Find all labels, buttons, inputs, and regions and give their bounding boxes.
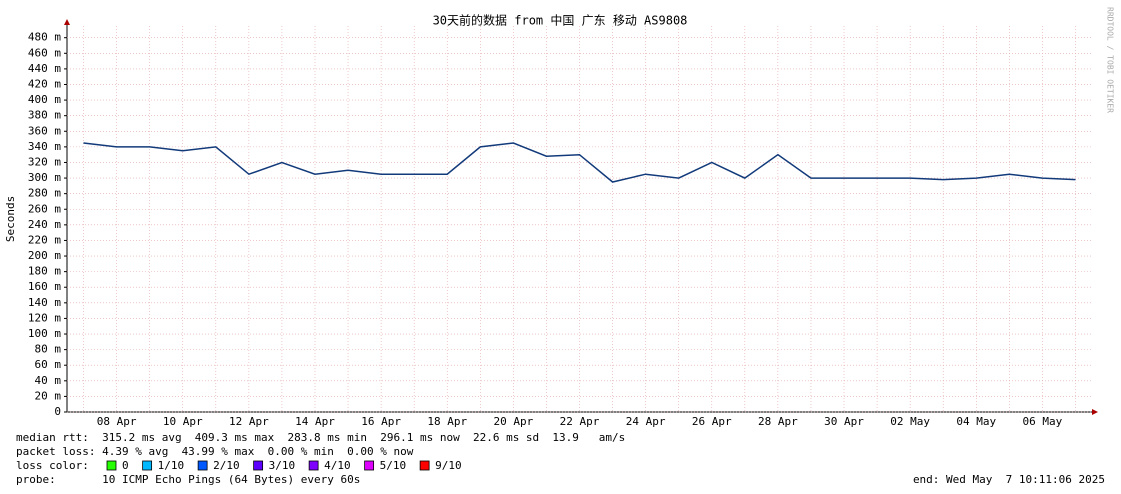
y-tick-label: 0	[54, 405, 61, 418]
x-tick-label: 08 Apr	[97, 415, 137, 428]
y-tick-label: 200 m	[28, 249, 61, 262]
x-tick-label: 06 May	[1023, 415, 1063, 428]
y-tick-label: 20 m	[35, 389, 62, 402]
y-tick-label: 400 m	[28, 93, 61, 106]
y-tick-label: 440 m	[28, 62, 61, 75]
loss-color-label: loss color:	[16, 459, 89, 472]
loss-color-swatch	[197, 460, 208, 471]
loss-color-name: 5/10	[380, 459, 407, 472]
y-tick-label: 240 m	[28, 218, 61, 231]
median-stats: median rtt: 315.2 ms avg 409.3 ms max 28…	[16, 431, 625, 444]
loss-color-name: 0	[122, 459, 129, 472]
loss-color-name: 9/10	[435, 459, 462, 472]
y-tick-label: 340 m	[28, 140, 61, 153]
loss-stats: packet loss: 4.39 % avg 43.99 % max 0.00…	[16, 445, 414, 458]
series-line	[83, 142, 1076, 183]
x-tick-label: 14 Apr	[295, 415, 335, 428]
loss-color-swatch	[106, 460, 117, 471]
loss-color-name: 3/10	[269, 459, 296, 472]
x-tick-label: 12 Apr	[229, 415, 269, 428]
y-arrow	[64, 19, 70, 25]
probe-info: probe: 10 ICMP Echo Pings (64 Bytes) eve…	[16, 473, 360, 486]
x-arrow	[1092, 409, 1098, 415]
x-tick-label: 16 Apr	[361, 415, 401, 428]
y-tick-label: 260 m	[28, 202, 61, 215]
y-tick-label: 420 m	[28, 77, 61, 90]
y-tick-label: 160 m	[28, 280, 61, 293]
x-tick-label: 30 Apr	[824, 415, 864, 428]
loss-color-name: 2/10	[213, 459, 240, 472]
y-tick-label: 180 m	[28, 265, 61, 278]
loss-color-name: 4/10	[324, 459, 351, 472]
y-tick-label: 460 m	[28, 46, 61, 59]
chart-title: 30天前的数据 from 中国 广东 移动 AS9808	[433, 13, 688, 28]
x-tick-label: 20 Apr	[493, 415, 533, 428]
loss-color-swatch	[253, 460, 264, 471]
x-tick-label: 10 Apr	[163, 415, 203, 428]
y-axis-label: Seconds	[4, 196, 17, 242]
y-tick-label: 140 m	[28, 296, 61, 309]
loss-color-swatch	[364, 460, 375, 471]
side-label: RRDTOOL / TOBI OETIKER	[1106, 7, 1115, 113]
y-tick-label: 320 m	[28, 155, 61, 168]
y-tick-label: 80 m	[35, 343, 62, 356]
loss-color-name: 1/10	[158, 459, 185, 472]
y-tick-label: 280 m	[28, 187, 61, 200]
y-tick-label: 40 m	[35, 374, 62, 387]
y-tick-label: 300 m	[28, 171, 61, 184]
y-tick-label: 120 m	[28, 311, 61, 324]
loss-color-swatch	[419, 460, 430, 471]
loss-color-swatch	[142, 460, 153, 471]
x-tick-label: 26 Apr	[692, 415, 732, 428]
y-tick-label: 360 m	[28, 124, 61, 137]
y-tick-label: 380 m	[28, 109, 61, 122]
y-tick-label: 480 m	[28, 31, 61, 44]
y-tick-label: 220 m	[28, 233, 61, 246]
x-tick-label: 22 Apr	[560, 415, 600, 428]
x-tick-label: 04 May	[956, 415, 996, 428]
x-tick-label: 24 Apr	[626, 415, 666, 428]
x-tick-label: 28 Apr	[758, 415, 798, 428]
y-tick-label: 100 m	[28, 327, 61, 340]
x-tick-label: 18 Apr	[427, 415, 467, 428]
x-tick-label: 02 May	[890, 415, 930, 428]
loss-color-swatch	[308, 460, 319, 471]
end-time: end: Wed May 7 10:11:06 2025	[913, 473, 1105, 486]
y-tick-label: 60 m	[35, 358, 62, 371]
